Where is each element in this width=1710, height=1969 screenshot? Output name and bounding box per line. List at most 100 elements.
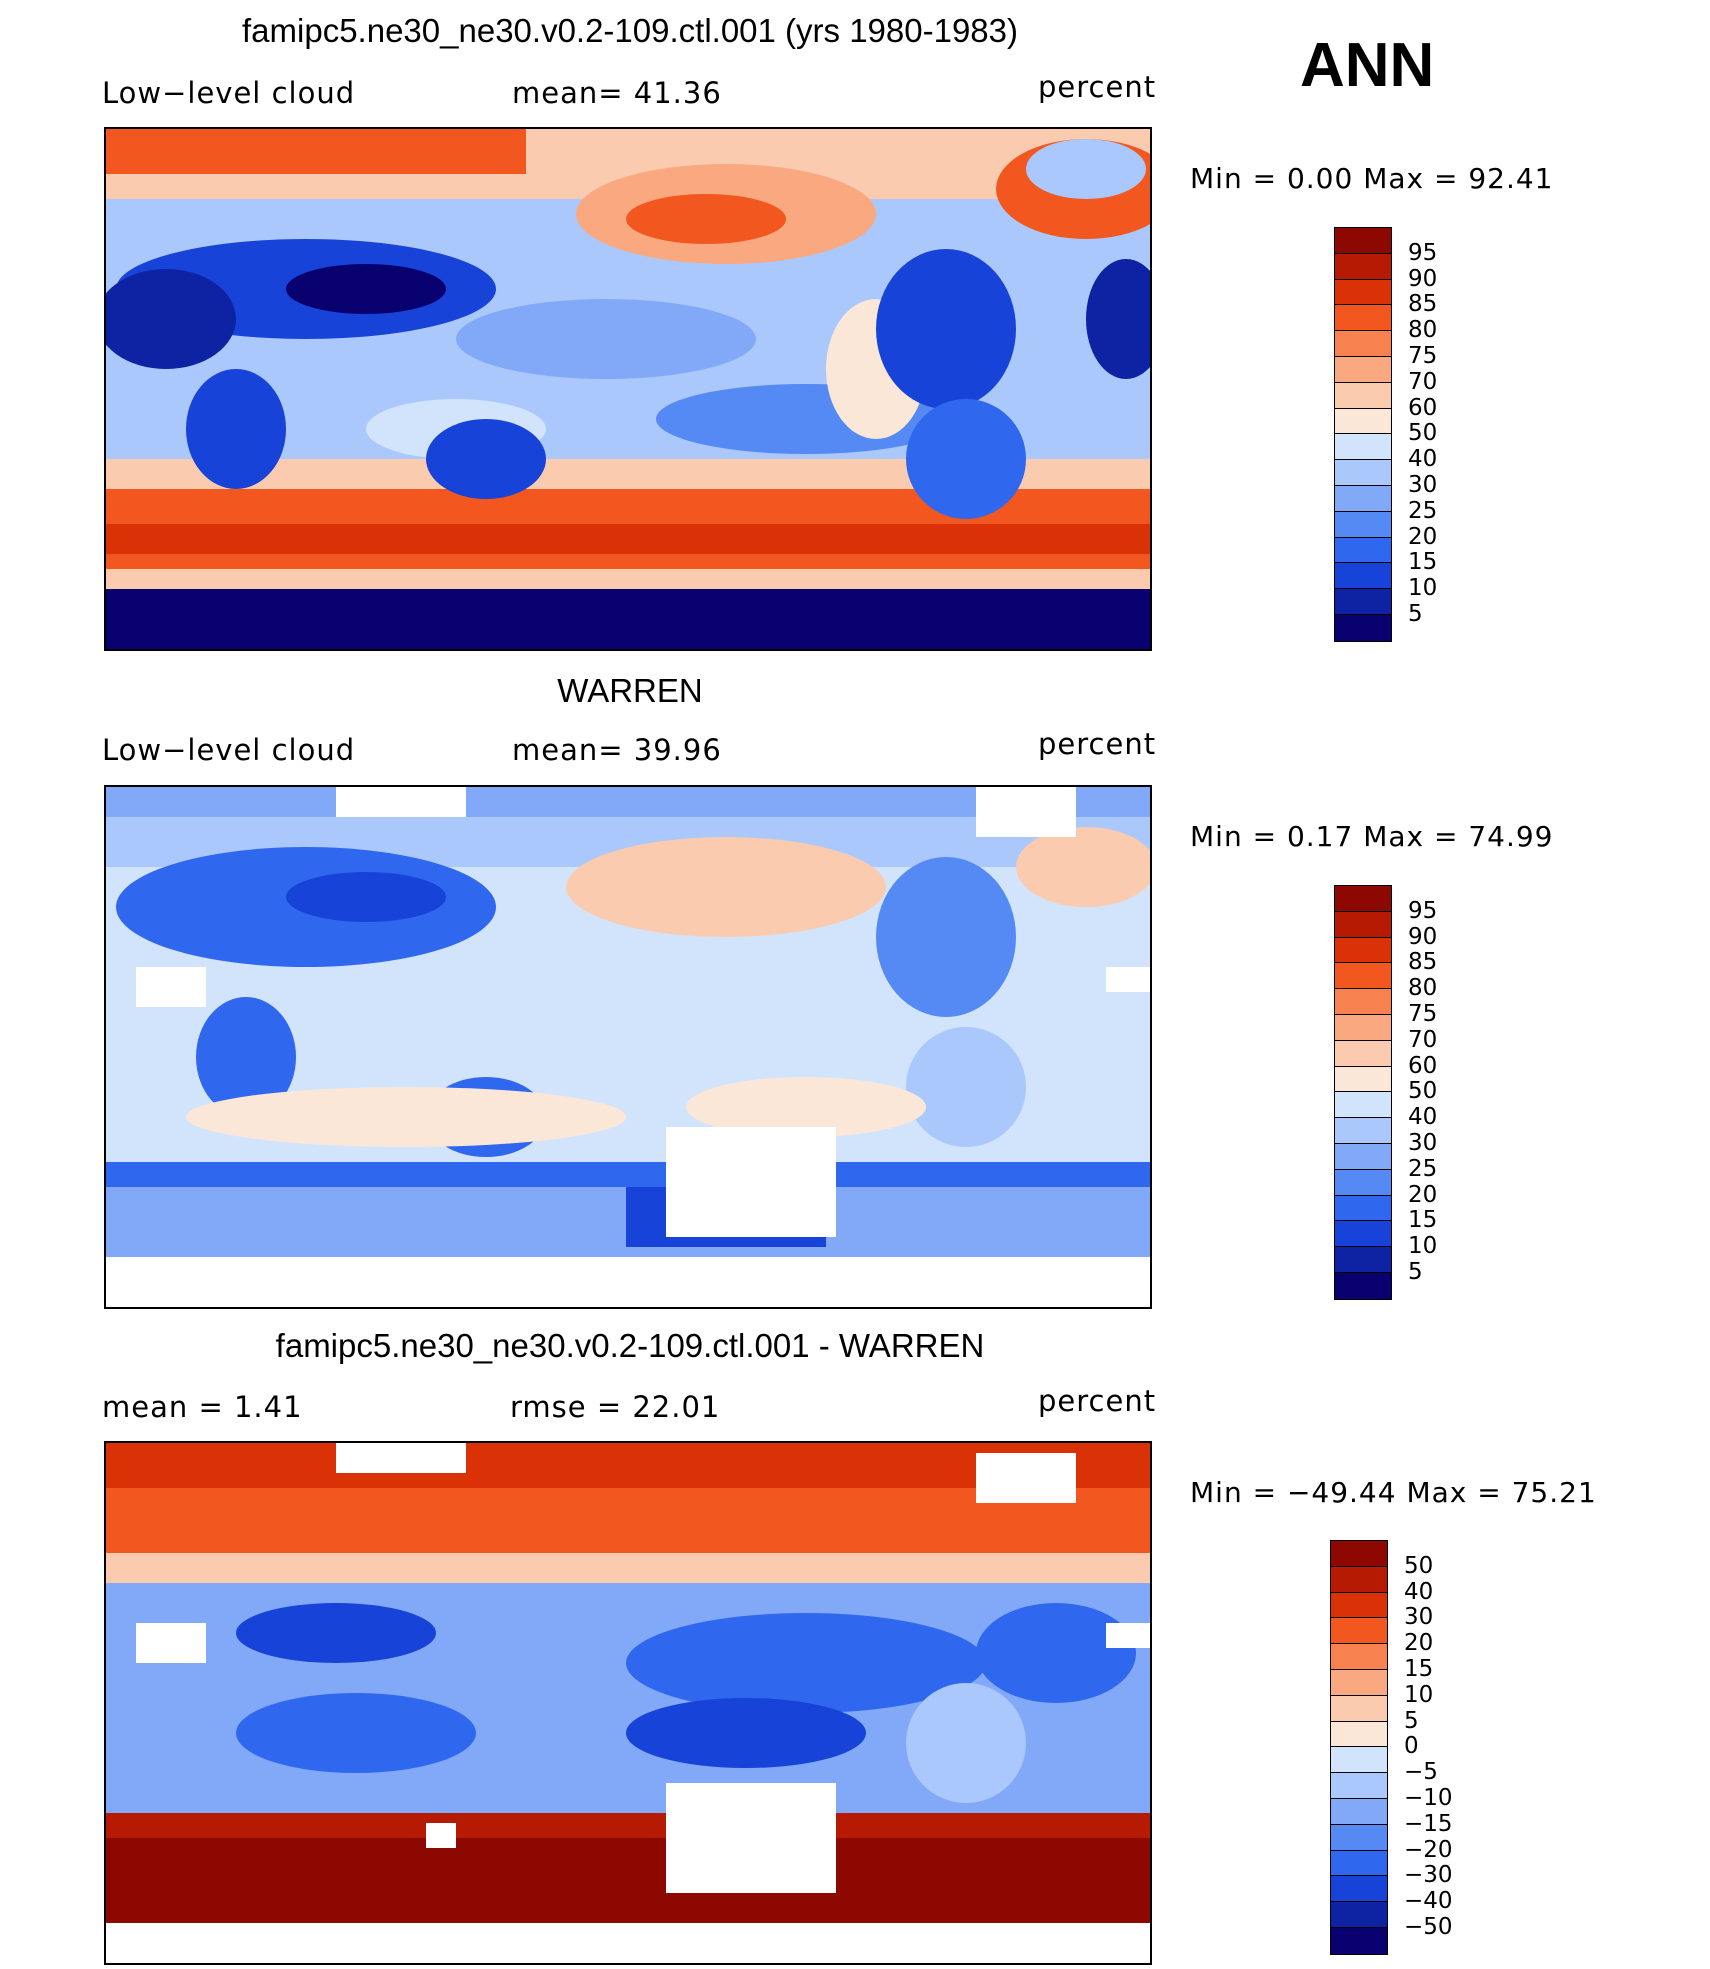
colorbar-label: 5 bbox=[1408, 1259, 1423, 1285]
panel-3-map bbox=[104, 1441, 1152, 1965]
colorbar-label: −20 bbox=[1404, 1836, 1453, 1863]
colorbar-label: 90 bbox=[1408, 923, 1438, 950]
colorbar-swatch bbox=[1335, 1092, 1391, 1119]
panel-2-mean-label: mean= 39.96 bbox=[512, 733, 722, 767]
panel-1-map bbox=[104, 127, 1152, 651]
colorbar-swatch bbox=[1331, 1798, 1387, 1825]
colorbar-swatch bbox=[1331, 1669, 1387, 1696]
colorbar-label: 95 bbox=[1408, 239, 1438, 266]
colorbar-label: 10 bbox=[1408, 1233, 1438, 1260]
colorbar-swatch bbox=[1331, 1541, 1387, 1567]
colorbar-label: 60 bbox=[1408, 1052, 1438, 1079]
colorbar-swatch bbox=[1335, 911, 1391, 938]
colorbar-label: 70 bbox=[1408, 1026, 1438, 1053]
colorbar-swatch bbox=[1335, 279, 1391, 306]
colorbar-swatch bbox=[1335, 963, 1391, 990]
colorbar-swatch bbox=[1335, 434, 1391, 461]
panel-1-title: famipc5.ne30_ne30.v0.2-109.ctl.001 (yrs … bbox=[242, 12, 1018, 49]
colorbar-swatch bbox=[1331, 1747, 1387, 1774]
colorbar-swatch bbox=[1335, 537, 1391, 564]
panel-1-units-label: percent bbox=[1038, 70, 1157, 104]
colorbar-swatch bbox=[1335, 382, 1391, 409]
colorbar-swatch bbox=[1335, 1040, 1391, 1067]
colorbar-swatch bbox=[1331, 1773, 1387, 1799]
colorbar-swatch bbox=[1335, 1272, 1391, 1299]
colorbar-swatch bbox=[1331, 1824, 1387, 1851]
panel-3-minmax: Min = −49.44 Max = 75.21 bbox=[1190, 1476, 1597, 1509]
colorbar-swatches bbox=[1334, 885, 1392, 1300]
panel-2-map bbox=[104, 785, 1152, 1309]
colorbar-label: 75 bbox=[1408, 1001, 1438, 1027]
colorbar-label: 85 bbox=[1408, 949, 1438, 976]
colorbar-swatch bbox=[1331, 1902, 1387, 1928]
colorbar-swatch bbox=[1335, 886, 1391, 912]
colorbar-label: −5 bbox=[1404, 1759, 1438, 1786]
colorbar-label: 15 bbox=[1404, 1656, 1434, 1682]
colorbar-label: 5 bbox=[1408, 601, 1423, 627]
colorbar-swatch bbox=[1335, 937, 1391, 964]
panel-1-mean-label: mean= 41.36 bbox=[512, 76, 722, 110]
colorbar-swatch bbox=[1335, 1014, 1391, 1041]
panel-2-map-canvas bbox=[106, 787, 1150, 1307]
colorbar-label: 75 bbox=[1408, 343, 1438, 369]
colorbar-swatch bbox=[1335, 589, 1391, 615]
colorbar-swatch bbox=[1331, 1566, 1387, 1593]
panel-3-title: famipc5.ne30_ne30.v0.2-109.ctl.001 - WAR… bbox=[275, 1327, 985, 1364]
colorbar-label: 10 bbox=[1408, 575, 1438, 602]
colorbar-label: −40 bbox=[1404, 1888, 1453, 1915]
panel-1-minmax: Min = 0.00 Max = 92.41 bbox=[1190, 162, 1554, 195]
colorbar-label: 30 bbox=[1408, 1130, 1438, 1156]
colorbar-label: 25 bbox=[1408, 497, 1438, 524]
colorbar-swatch bbox=[1335, 1118, 1391, 1144]
colorbar-swatch bbox=[1331, 1644, 1387, 1670]
colorbar-label: 15 bbox=[1408, 1207, 1438, 1234]
colorbar-label: 20 bbox=[1408, 1181, 1438, 1208]
panel-3-map-canvas bbox=[106, 1443, 1150, 1963]
colorbar-swatch bbox=[1331, 1927, 1387, 1954]
colorbar-label: 30 bbox=[1408, 472, 1438, 498]
colorbar-label: 80 bbox=[1408, 975, 1438, 1002]
colorbar-swatch bbox=[1335, 460, 1391, 486]
colorbar-swatch bbox=[1335, 563, 1391, 590]
panel-2-title: WARREN bbox=[557, 672, 703, 709]
panel-3-units-label: percent bbox=[1038, 1384, 1157, 1418]
colorbar-label: −30 bbox=[1404, 1862, 1453, 1889]
panel-1-map-canvas bbox=[106, 129, 1150, 649]
colorbar-label: 70 bbox=[1408, 368, 1438, 395]
colorbar-swatch bbox=[1335, 614, 1391, 641]
colorbar-swatch bbox=[1335, 1221, 1391, 1248]
colorbar-label: −10 bbox=[1404, 1785, 1453, 1811]
colorbar-label: 60 bbox=[1408, 394, 1438, 421]
colorbar-label: 95 bbox=[1408, 897, 1438, 924]
colorbar-swatch bbox=[1331, 1876, 1387, 1903]
panel-2-variable-label: Low−level cloud bbox=[102, 733, 356, 767]
colorbar-label: 40 bbox=[1404, 1578, 1434, 1605]
colorbar-label: 85 bbox=[1408, 291, 1438, 318]
colorbar-swatch bbox=[1331, 1850, 1387, 1877]
colorbar-swatch bbox=[1331, 1695, 1387, 1722]
colorbar-label: 0 bbox=[1404, 1733, 1419, 1760]
colorbar-swatch bbox=[1331, 1592, 1387, 1619]
colorbar-label: 5 bbox=[1404, 1707, 1419, 1734]
colorbar-label: 50 bbox=[1408, 420, 1438, 447]
colorbar-swatches bbox=[1330, 1540, 1388, 1955]
colorbar-swatch bbox=[1335, 1066, 1391, 1093]
colorbar-swatch bbox=[1331, 1721, 1387, 1748]
colorbar-label: 50 bbox=[1408, 1078, 1438, 1105]
colorbar-label: 20 bbox=[1408, 523, 1438, 550]
panel-1-variable-label: Low−level cloud bbox=[102, 76, 356, 110]
colorbar-label: 15 bbox=[1408, 549, 1438, 576]
colorbar-swatch bbox=[1335, 511, 1391, 538]
colorbar-label: 10 bbox=[1404, 1681, 1434, 1708]
colorbar-swatch bbox=[1335, 1143, 1391, 1170]
colorbar-swatch bbox=[1335, 305, 1391, 332]
colorbar-swatch bbox=[1335, 485, 1391, 512]
colorbar-label: 30 bbox=[1404, 1604, 1434, 1631]
colorbar-swatch bbox=[1335, 1169, 1391, 1196]
panel-2-units-label: percent bbox=[1038, 727, 1157, 761]
colorbar-label: 90 bbox=[1408, 265, 1438, 292]
colorbar-swatch bbox=[1335, 253, 1391, 280]
panel-2-minmax: Min = 0.17 Max = 74.99 bbox=[1190, 820, 1554, 853]
colorbar-label: 80 bbox=[1408, 317, 1438, 344]
colorbar-swatch bbox=[1335, 356, 1391, 383]
